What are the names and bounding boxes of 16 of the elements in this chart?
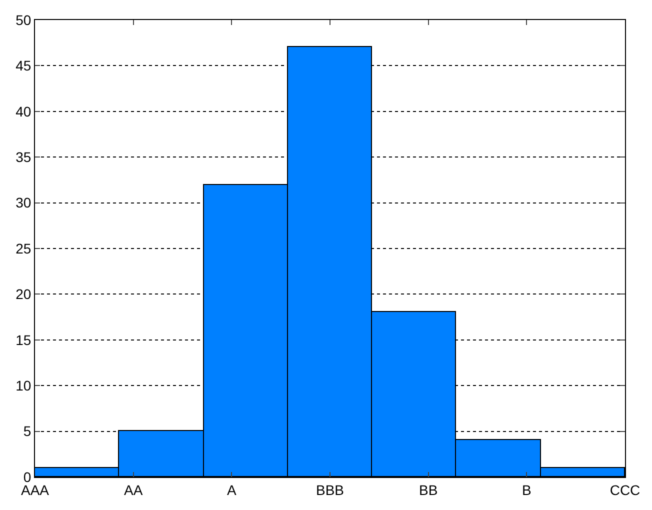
y-tick-label: 10 [16,378,32,394]
x-tick-label: BB [418,482,438,498]
y-tick-label: 45 [16,58,32,74]
y-tick-label: 30 [16,194,32,211]
x-tick-label: BBB [316,482,344,498]
y-tick-label: 20 [16,286,32,302]
x-tick-label: B [522,482,532,498]
x-tick-label: A [227,482,237,498]
y-tick-label: 50 [16,12,32,28]
x-tick-label: CCC [610,482,640,498]
x-tick-label: AA [124,482,144,498]
y-tick-label: 35 [16,149,32,165]
y-tick-label: 5 [23,423,32,440]
y-tick-label: 15 [16,332,32,348]
y-tick-label: 25 [16,240,32,256]
y-tick-label: 40 [16,103,32,120]
